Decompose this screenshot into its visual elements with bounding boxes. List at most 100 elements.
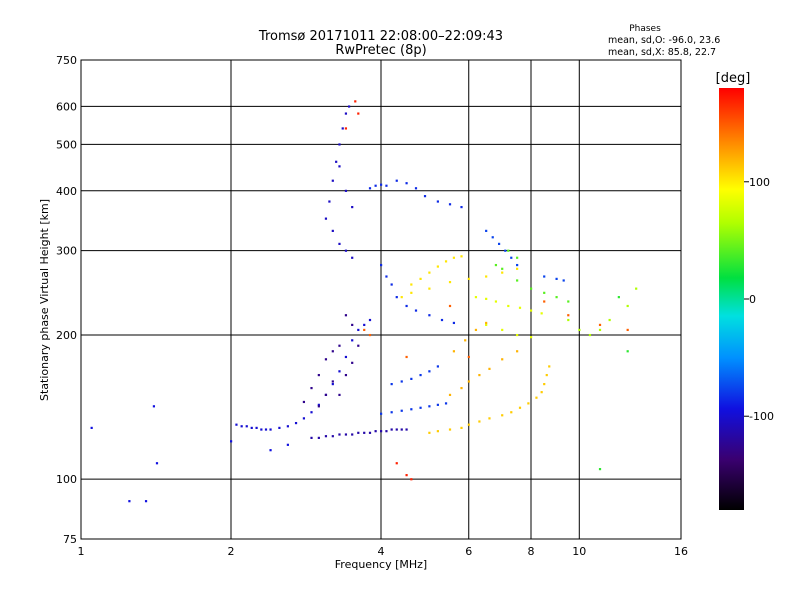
y-tick-label: 600 [56,100,77,113]
data-point [338,393,341,397]
data-point [448,203,452,206]
y-tick-label: 75 [63,533,77,546]
data-point [363,431,366,434]
data-point [328,200,331,203]
data-point [310,411,313,414]
data-point [460,255,463,258]
data-point [344,373,348,377]
data-points [90,100,638,503]
colorbar-ticks: 100 0 -100 [744,176,774,423]
data-point [351,433,354,436]
data-point [501,414,504,417]
data-point [374,184,377,187]
data-point [405,182,408,185]
data-point [428,431,431,434]
colorbar-tick-label: -100 [749,410,774,423]
data-point [436,265,439,268]
data-point [510,411,513,414]
data-point [567,300,570,303]
data-point [351,205,354,209]
data-point [543,275,546,278]
y-tick-label: 300 [56,245,77,258]
data-point [317,403,320,406]
data-point [338,344,341,347]
data-point [516,333,519,337]
data-point [543,291,546,294]
data-point [428,405,431,408]
data-point [485,229,488,232]
data-point [400,428,403,431]
data-point [338,165,341,168]
data-point [501,267,504,270]
data-point [501,271,504,274]
data-point [331,179,334,182]
y-axis-label: Stationary phase Virtual Height [km] [38,199,51,401]
data-point [488,417,491,420]
data-point [344,127,348,130]
data-point [410,283,413,286]
data-point [90,426,93,430]
data-point [331,229,334,232]
data-point [419,373,422,377]
data-point [598,468,602,471]
data-point [543,300,546,303]
data-point [264,428,268,431]
x-tick-label: 2 [228,545,235,558]
data-point [504,249,507,252]
chart-subtitle: RwPretec (8p) [335,43,426,58]
data-point [414,309,418,312]
data-point [410,408,413,411]
data-point [501,328,504,332]
data-point [344,112,348,115]
data-point [357,431,360,434]
data-point [460,386,463,390]
data-point [294,421,298,425]
data-point [260,428,263,431]
data-point [230,440,233,443]
data-point [464,339,467,342]
data-point [467,423,470,426]
data-point [269,449,272,452]
colorbar [719,88,744,510]
y-tick-label: 100 [56,473,77,486]
data-point [448,304,452,308]
data-point [518,406,522,409]
data-point [324,435,328,438]
data-point [436,430,439,433]
data-point [302,417,306,420]
data-point [405,428,408,431]
data-point [269,428,272,431]
data-point [635,287,638,290]
data-point [385,430,388,433]
data-point [278,426,281,430]
data-point [444,260,448,263]
data-point [617,296,620,299]
data-point [400,380,403,383]
data-point [235,423,238,426]
data-point [368,431,372,434]
y-tick-label: 750 [56,54,77,67]
x-tick-label: 1 [78,545,85,558]
data-point [395,428,398,431]
data-point [400,409,403,412]
data-point [341,127,344,130]
data-point [527,402,530,405]
data-point [567,314,570,317]
data-point [144,500,148,503]
data-point [410,478,413,481]
data-point [626,304,629,308]
data-point [351,339,354,342]
data-point [423,195,427,198]
stats-heading: Phases [629,24,661,34]
data-point [331,435,334,438]
data-point [494,263,498,267]
x-tick-label: 8 [528,545,535,558]
data-point [488,367,491,370]
data-point [338,370,341,373]
data-point [331,350,334,353]
data-point [555,296,558,299]
data-point [390,428,393,431]
data-point [562,279,565,282]
data-point [578,328,581,332]
